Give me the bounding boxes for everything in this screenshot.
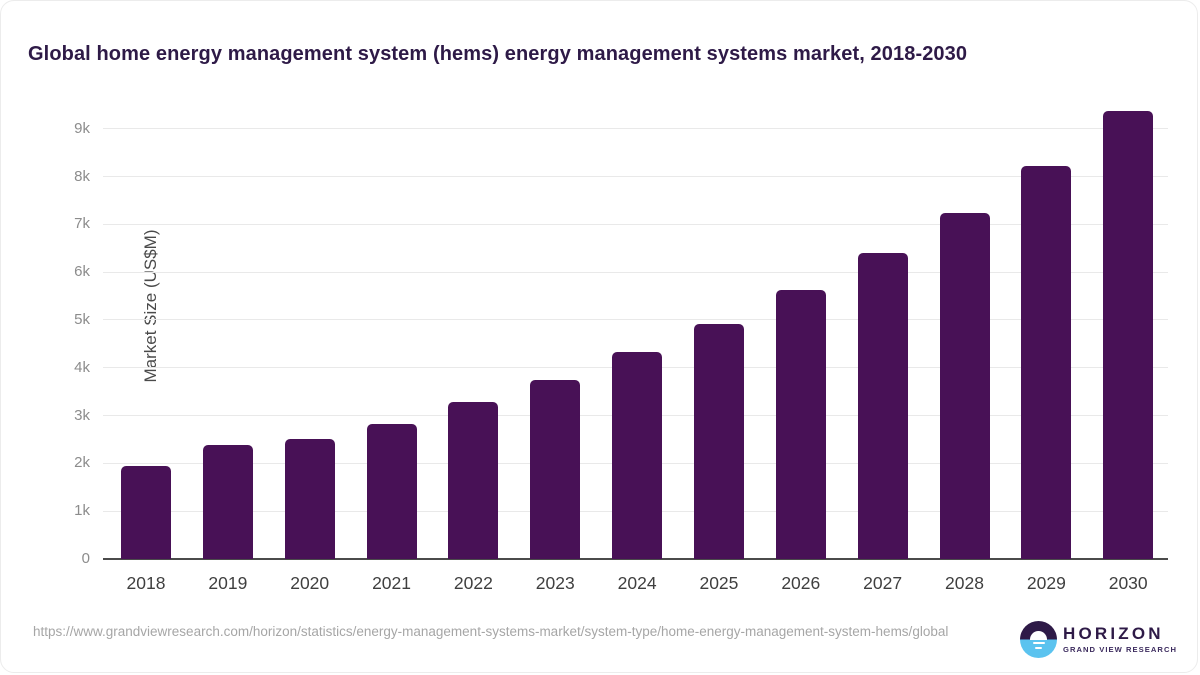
sun-reflection-line — [1035, 647, 1042, 649]
bar-2025 — [693, 323, 744, 559]
y-tick-label-1k: 1k — [74, 502, 90, 520]
y-tick-label-0: 0 — [81, 550, 90, 567]
x-tick-label-2025: 2025 — [699, 573, 739, 593]
bar-2028 — [939, 212, 990, 559]
x-tick-label-2024: 2024 — [617, 573, 657, 593]
bar-2023 — [530, 379, 581, 559]
x-tick-label-2019: 2019 — [208, 573, 248, 593]
x-tick-label-2029: 2029 — [1026, 573, 1066, 593]
bar-2026 — [775, 290, 826, 559]
logo-brand-name: HORIZON — [1063, 624, 1164, 643]
horizon-logo-icon — [1020, 621, 1057, 658]
y-tick-label-3k: 3k — [74, 406, 90, 424]
bar-2027 — [857, 253, 908, 559]
x-tick-label-2023: 2023 — [535, 573, 575, 593]
y-tick-label-2k: 2k — [74, 454, 90, 472]
x-tick-label-2018: 2018 — [126, 573, 166, 593]
gridline-5k — [103, 319, 1168, 321]
x-tick-label-2027: 2027 — [863, 573, 903, 593]
logo-sub-brand: GRAND VIEW RESEARCH — [1063, 645, 1178, 654]
source-url[interactable]: https://www.grandviewresearch.com/horizo… — [33, 624, 949, 639]
y-tick-label-7k: 7k — [74, 215, 90, 233]
x-tick-label-2028: 2028 — [945, 573, 984, 593]
y-tick-label-9k: 9k — [74, 119, 90, 137]
x-tick-label-2020: 2020 — [290, 573, 330, 593]
bar-2020 — [284, 439, 335, 559]
gridline-6k — [103, 271, 1168, 273]
horizon-logo: HORIZON GRAND VIEW RESEARCH — [1020, 620, 1180, 660]
sun-reflection-line — [1032, 642, 1045, 644]
bar-2018 — [121, 466, 171, 559]
logo-text: HORIZON GRAND VIEW RESEARCH — [1063, 625, 1177, 654]
x-tick-label-2030: 2030 — [1108, 573, 1148, 593]
chart-title: Global home energy management system (he… — [28, 43, 968, 66]
y-tick-label-8k: 8k — [74, 167, 90, 185]
bar-2024 — [612, 352, 663, 559]
x-tick-label-2026: 2026 — [781, 573, 821, 593]
y-axis-title: Market Size (US$M) — [141, 229, 160, 383]
bar-2030 — [1103, 111, 1154, 559]
bar-2022 — [448, 402, 499, 559]
gridline-8k — [103, 176, 1168, 177]
y-tick-label-4k: 4k — [74, 358, 90, 376]
bar-2019 — [202, 445, 253, 559]
bar-2029 — [1021, 166, 1072, 559]
x-tick-label-2022: 2022 — [453, 573, 493, 593]
gridline-7k — [103, 223, 1168, 225]
sun-icon — [1030, 630, 1047, 640]
x-axis-line — [103, 558, 1168, 560]
x-tick-label-2021: 2021 — [372, 573, 412, 593]
gridline-9k — [103, 128, 1168, 130]
y-tick-label-5k: 5k — [74, 310, 90, 328]
y-tick-label-6k: 6k — [74, 263, 90, 281]
plot-area: Market Size (US$M) 0 1k 2k 3k 4k 5k 6k 7k 8k 9k 20… — [74, 100, 1168, 593]
bar-2021 — [366, 423, 417, 559]
bar-chart: Market Size (US$M) 0 1k 2k 3k 4k 5k 6k 7k 8k 9k 20… — [74, 100, 1168, 593]
